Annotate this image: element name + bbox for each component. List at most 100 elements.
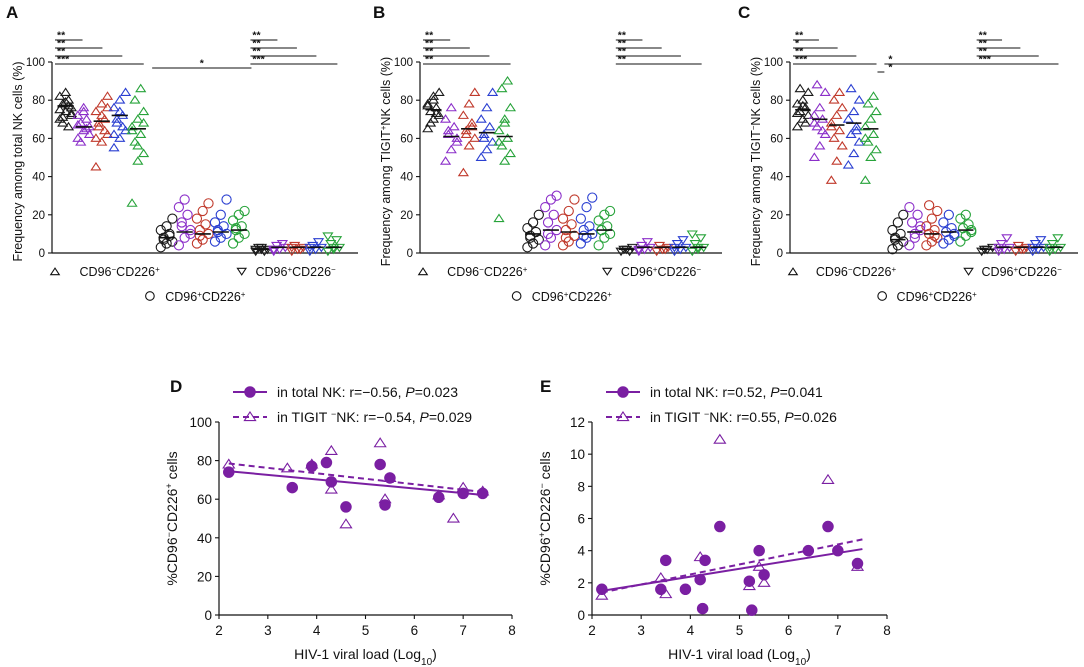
data-point-total-nk <box>802 544 815 557</box>
data-point-g2-s1 <box>898 209 909 220</box>
legend-pval: =0.023 <box>415 384 458 400</box>
data-point-g1-s3 <box>90 161 102 171</box>
data-point-g2-s2 <box>179 232 190 243</box>
data-point-g1-s4 <box>853 95 865 104</box>
data-point-tigit-neg-nk <box>305 458 319 469</box>
group-label-sup: + <box>653 265 658 274</box>
legend-entry-total-nk: in total NK: r=−0.56, P=0.023 <box>277 384 458 400</box>
group-label-cd96neg-cd226pos: CD96−CD226+ <box>447 265 528 280</box>
data-point-tigit-neg-nk <box>383 471 397 483</box>
data-point-g1-s3 <box>98 125 111 135</box>
data-point-g2-s1 <box>155 224 166 236</box>
group-label-part: CD96 <box>447 265 479 279</box>
x-axis-title-sub: 10 <box>795 657 807 667</box>
significance-mark: *** <box>795 54 808 66</box>
data-point-g1-s4 <box>850 121 863 131</box>
data-point-g1-s2 <box>75 137 87 146</box>
data-point-g1-s1 <box>799 102 812 112</box>
significance-mark: ** <box>618 38 627 50</box>
y-axis-title-sup: + <box>379 125 388 130</box>
data-point-g1-s1 <box>60 96 72 106</box>
data-point-g2-s3 <box>194 230 205 241</box>
legend-stat: r=0.52, <box>722 384 770 400</box>
data-point-g3-s1 <box>623 247 636 257</box>
data-point-g3-s4 <box>1035 236 1047 245</box>
data-point-g1-s5 <box>859 175 871 184</box>
x-axis-title: HIV-1 viral load (Log10) <box>294 646 437 667</box>
group-label-sup: + <box>241 290 246 299</box>
data-point-g2-s4 <box>938 238 949 249</box>
y-tick-label: 0 <box>777 248 783 260</box>
legend-pval: =0.026 <box>794 409 837 425</box>
panel-label: E <box>540 377 551 396</box>
data-point-g1-s3 <box>460 129 472 139</box>
group-label-part: CD226 <box>568 290 607 304</box>
significance-mark: ** <box>252 38 261 50</box>
data-point-g2-s2 <box>540 202 551 213</box>
data-point-total-nk <box>457 487 469 500</box>
data-point-g2-s3 <box>560 232 572 243</box>
legend-open-triangle-icon <box>616 410 630 422</box>
data-point-g1-s4 <box>475 152 487 161</box>
legend-stat: r=0.55, <box>736 409 784 425</box>
group-label-part: CD226 <box>292 265 331 279</box>
data-point-g3-s1 <box>258 247 270 257</box>
data-point-g3-s4 <box>307 241 319 251</box>
data-point-g1-s3 <box>828 133 840 142</box>
data-point-g1-s3 <box>463 140 475 150</box>
legend-prefix: in total NK: <box>277 384 349 400</box>
data-point-g3-s5 <box>322 247 334 257</box>
significance-mark: ** <box>425 38 434 50</box>
data-point-g2-s4 <box>587 192 598 203</box>
data-point-g2-s2 <box>915 221 926 232</box>
data-point-g2-s3 <box>200 219 211 230</box>
legend-triangle-down-icon <box>236 267 248 276</box>
x-tick-label: 4 <box>313 623 321 638</box>
data-point-g1-s3 <box>469 133 481 142</box>
y-axis-title: Frequency among TIGIT−NK cells (%) <box>749 57 764 266</box>
data-point-g1-s4 <box>845 83 857 93</box>
data-point-g1-s1 <box>430 108 442 118</box>
data-point-g3-s3 <box>1018 245 1030 255</box>
regression-line-total-nk <box>601 548 863 592</box>
data-point-tigit-neg-nk <box>280 462 294 473</box>
data-point-g1-s3 <box>457 110 469 119</box>
data-point-g1-s5 <box>501 75 514 85</box>
data-point-g2-s3 <box>921 221 932 232</box>
y-tick-label: 8 <box>577 479 585 494</box>
data-point-g3-s3 <box>294 245 307 255</box>
group-label-cd96pos-cd226neg: CD96+CD226− <box>982 265 1063 280</box>
y-axis-title-main: Frequency among TIGIT <box>749 130 763 266</box>
legend-p: P <box>770 384 780 400</box>
y-tick-label: 0 <box>39 248 45 260</box>
data-point-g3-s5 <box>1044 247 1056 257</box>
data-point-g3-s2 <box>638 245 651 255</box>
legend-triangle-up-icon <box>417 267 429 276</box>
data-point-g2-s3 <box>926 213 937 224</box>
x-axis-title-main: HIV-1 viral load (Log <box>294 646 421 662</box>
significance-mark: ** <box>979 30 988 42</box>
y-axis-title: %CD96+CD226− cells <box>537 451 553 585</box>
data-point-g2-s4 <box>949 228 960 240</box>
data-point-g3-s5 <box>330 236 343 245</box>
data-point-g1-s4 <box>108 102 120 112</box>
data-point-g2-s1 <box>892 240 904 251</box>
y-axis-title-sup: − <box>164 532 174 537</box>
data-point-tigit-neg-nk <box>432 489 446 500</box>
data-point-g1-s1 <box>62 121 75 131</box>
data-point-g1-s3 <box>831 110 843 119</box>
x-tick-label: 7 <box>834 623 842 638</box>
data-point-g1-s2 <box>72 119 84 129</box>
y-tick-label: 80 <box>770 95 783 107</box>
data-point-g2-s5 <box>233 232 244 243</box>
group-label-part: CD96 <box>532 290 564 304</box>
data-point-g2-s4 <box>221 194 232 205</box>
y-tick-label: 60 <box>400 133 413 145</box>
legend-circle-icon <box>145 291 155 301</box>
data-point-g1-s1 <box>427 91 440 100</box>
data-point-g2-s3 <box>557 213 569 224</box>
significance-mark: ** <box>618 30 627 42</box>
x-axis-title: HIV-1 viral load (Log10) <box>668 646 811 667</box>
